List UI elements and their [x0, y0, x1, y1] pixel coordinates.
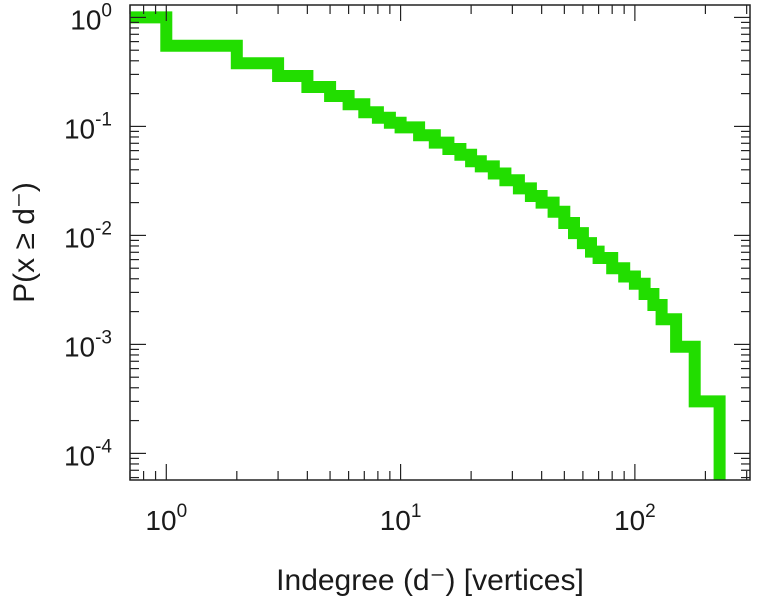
x-tick-label: 102	[614, 501, 656, 536]
plot-frame	[129, 4, 751, 481]
y-tick-labels: 100 10-1 10-2 10-3 10-4	[64, 0, 112, 471]
x-tick-labels: 100 101 102	[145, 501, 655, 536]
y-axis-title: P(x ≥ d⁻)	[8, 182, 41, 303]
x-axis-title: Indegree (d⁻) [vertices]	[276, 564, 584, 597]
series-layer	[130, 11, 726, 480]
tick-layer	[129, 5, 750, 480]
series-line-0	[130, 11, 726, 480]
x-tick-label: 100	[145, 501, 187, 536]
y-tick-label: 100	[70, 0, 112, 35]
y-tick-label: 10-3	[64, 327, 112, 362]
y-tick-label: 10-1	[64, 109, 112, 144]
y-tick-label: 10-4	[64, 436, 112, 471]
y-tick-label: 10-2	[64, 218, 112, 253]
x-tick-label: 101	[380, 501, 422, 536]
